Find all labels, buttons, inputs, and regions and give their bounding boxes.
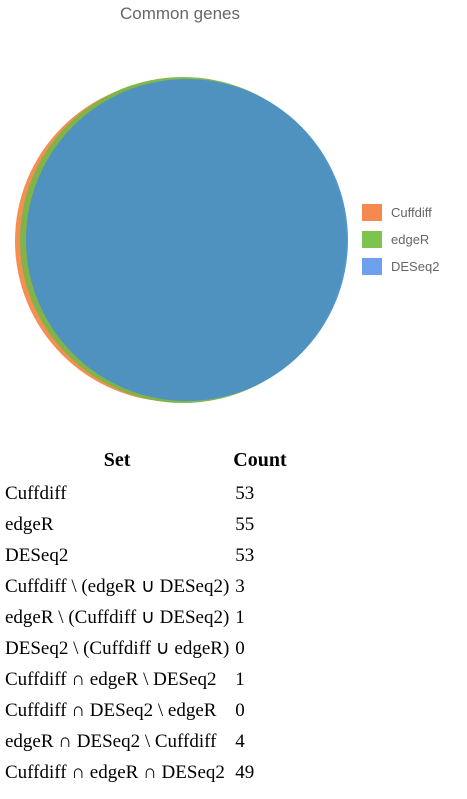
count-cell: 0 xyxy=(235,700,245,721)
column-header-set: Set xyxy=(103,449,131,471)
legend-swatch-cuffdiff xyxy=(362,204,382,221)
set-cell: Cuffdiff xyxy=(5,483,67,504)
legend-swatch-deseq2 xyxy=(362,258,382,275)
legend-label-deseq2: DESeq2 xyxy=(391,259,439,274)
venn-circle-deseq2[interactable] xyxy=(26,79,348,401)
table-row: Cuffdiff ∩ DESeq2 \ edgeR 0 xyxy=(3,695,289,726)
column-header-count: Count xyxy=(233,449,287,471)
set-cell: DESeq2 \ (Cuffdiff ∪ edgeR) xyxy=(5,638,230,659)
set-cell: Cuffdiff \ (edgeR ∪ DESeq2) xyxy=(5,576,230,597)
table-row: Cuffdiff ∩ edgeR ∩ DESeq2 49 xyxy=(3,757,289,788)
legend-item-deseq2[interactable]: DESeq2 xyxy=(362,258,439,275)
count-cell: 49 xyxy=(235,762,255,783)
legend-swatch-edger xyxy=(362,231,382,248)
count-cell: 3 xyxy=(235,576,245,597)
set-cell: Cuffdiff ∩ edgeR ∩ DESeq2 xyxy=(5,762,225,783)
table-row: DESeq2 53 xyxy=(3,540,289,571)
count-cell: 53 xyxy=(235,545,255,566)
chart-title: Common genes xyxy=(119,4,240,23)
venn-diagram: Cuffdiff edgeR DESeq2 xyxy=(15,77,439,403)
set-cell: DESeq2 xyxy=(5,545,69,566)
count-cell: 0 xyxy=(235,638,245,659)
count-cell: 1 xyxy=(235,669,245,690)
legend: Cuffdiff edgeR DESeq2 xyxy=(362,204,439,275)
table-row: Cuffdiff 53 xyxy=(3,478,289,509)
set-cell: Cuffdiff ∩ edgeR \ DESeq2 xyxy=(5,669,217,690)
count-cell: 55 xyxy=(235,514,255,535)
table-row: DESeq2 \ (Cuffdiff ∪ edgeR) 0 xyxy=(3,633,289,664)
count-cell: 53 xyxy=(235,483,255,504)
legend-label-edger: edgeR xyxy=(391,232,429,247)
table-header-row: Set Count xyxy=(3,446,289,478)
set-cell: edgeR \ (Cuffdiff ∪ DESeq2) xyxy=(5,607,230,628)
count-cell: 4 xyxy=(235,731,245,752)
set-count-table: Set Count Cuffdiff 53 edgeR 55 DESeq2 53… xyxy=(3,446,289,788)
set-cell: Cuffdiff ∩ DESeq2 \ edgeR xyxy=(5,700,217,721)
legend-item-cuffdiff[interactable]: Cuffdiff xyxy=(362,204,432,221)
count-cell: 1 xyxy=(235,607,245,628)
table-row: edgeR ∩ DESeq2 \ Cuffdiff 4 xyxy=(3,726,289,757)
table-row: edgeR \ (Cuffdiff ∪ DESeq2) 1 xyxy=(3,602,289,633)
set-cell: edgeR xyxy=(5,514,54,535)
table-row: Cuffdiff ∩ edgeR \ DESeq2 1 xyxy=(3,664,289,695)
legend-item-edger[interactable]: edgeR xyxy=(362,231,429,248)
table-row: Cuffdiff \ (edgeR ∪ DESeq2) 3 xyxy=(3,571,289,602)
set-cell: edgeR ∩ DESeq2 \ Cuffdiff xyxy=(5,731,217,752)
table-row: edgeR 55 xyxy=(3,509,289,540)
legend-label-cuffdiff: Cuffdiff xyxy=(391,205,432,220)
